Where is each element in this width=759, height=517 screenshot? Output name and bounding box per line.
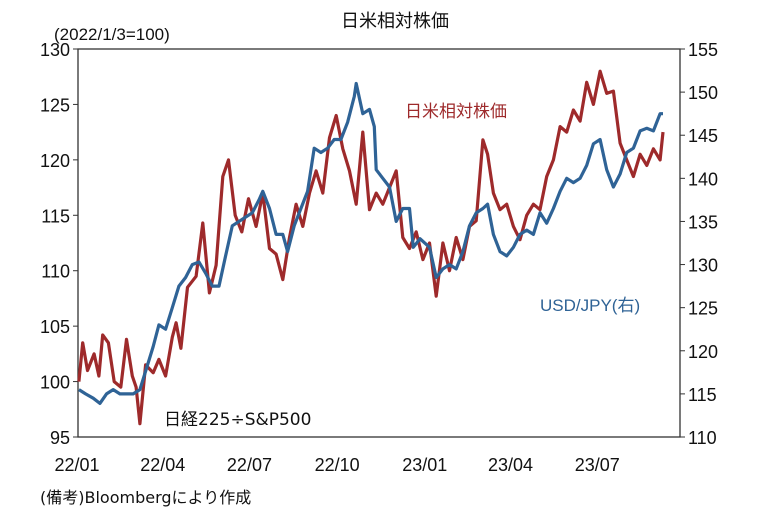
x-tick-label: 22/04 xyxy=(140,455,185,475)
series-line-usdjpy xyxy=(78,81,663,405)
right-tick-label: 110 xyxy=(688,428,717,448)
annotation-relative-stock: 日米相対株価 xyxy=(405,102,507,122)
x-tick-label: 23/07 xyxy=(575,455,620,475)
x-tick-label: 22/01 xyxy=(54,455,99,475)
right-tick-label: 125 xyxy=(688,299,718,319)
left-tick-label: 100 xyxy=(40,373,70,393)
x-tick-label: 23/04 xyxy=(488,455,533,475)
left-tick-label: 110 xyxy=(41,262,70,282)
left-tick-label: 115 xyxy=(41,206,70,226)
right-axis: 110 115 120 125 130 135 140 145 150 155 xyxy=(680,40,718,448)
series-line-relative-stock xyxy=(77,69,665,426)
x-tick-label: 22/07 xyxy=(227,455,272,475)
right-tick-label: 115 xyxy=(688,385,717,405)
x-tick-label: 22/10 xyxy=(315,455,360,475)
left-axis: 95 100 105 110 115 120 125 130 xyxy=(40,40,78,448)
plot-frame xyxy=(77,48,681,438)
left-axis-base-label: (2022/1/3=100) xyxy=(54,25,170,44)
annotation-usdjpy: USD/JPY(右) xyxy=(540,296,640,315)
right-tick-label: 150 xyxy=(688,83,718,103)
right-tick-label: 135 xyxy=(688,212,718,232)
right-tick-label: 130 xyxy=(688,256,718,276)
left-tick-label: 95 xyxy=(50,428,70,448)
left-tick-label: 125 xyxy=(40,95,70,115)
right-tick-label: 145 xyxy=(688,126,718,146)
chart-title: 日米相対株価 xyxy=(341,11,449,32)
right-tick-label: 155 xyxy=(688,40,718,60)
right-tick-label: 120 xyxy=(688,342,718,362)
right-tick-label: 140 xyxy=(688,169,718,189)
left-tick-label: 130 xyxy=(40,40,70,60)
left-tick-label: 120 xyxy=(40,151,70,171)
annotation-nikkei-sp: 日経225÷S&P500 xyxy=(164,410,311,430)
source-note: (備考)Bloombergにより作成 xyxy=(40,488,251,507)
x-axis: 22/01 22/04 22/07 22/10 23/01 23/04 23/07 xyxy=(54,455,619,475)
left-tick-label: 105 xyxy=(40,317,70,337)
x-tick-label: 23/01 xyxy=(402,455,447,475)
series-lines xyxy=(77,69,665,426)
